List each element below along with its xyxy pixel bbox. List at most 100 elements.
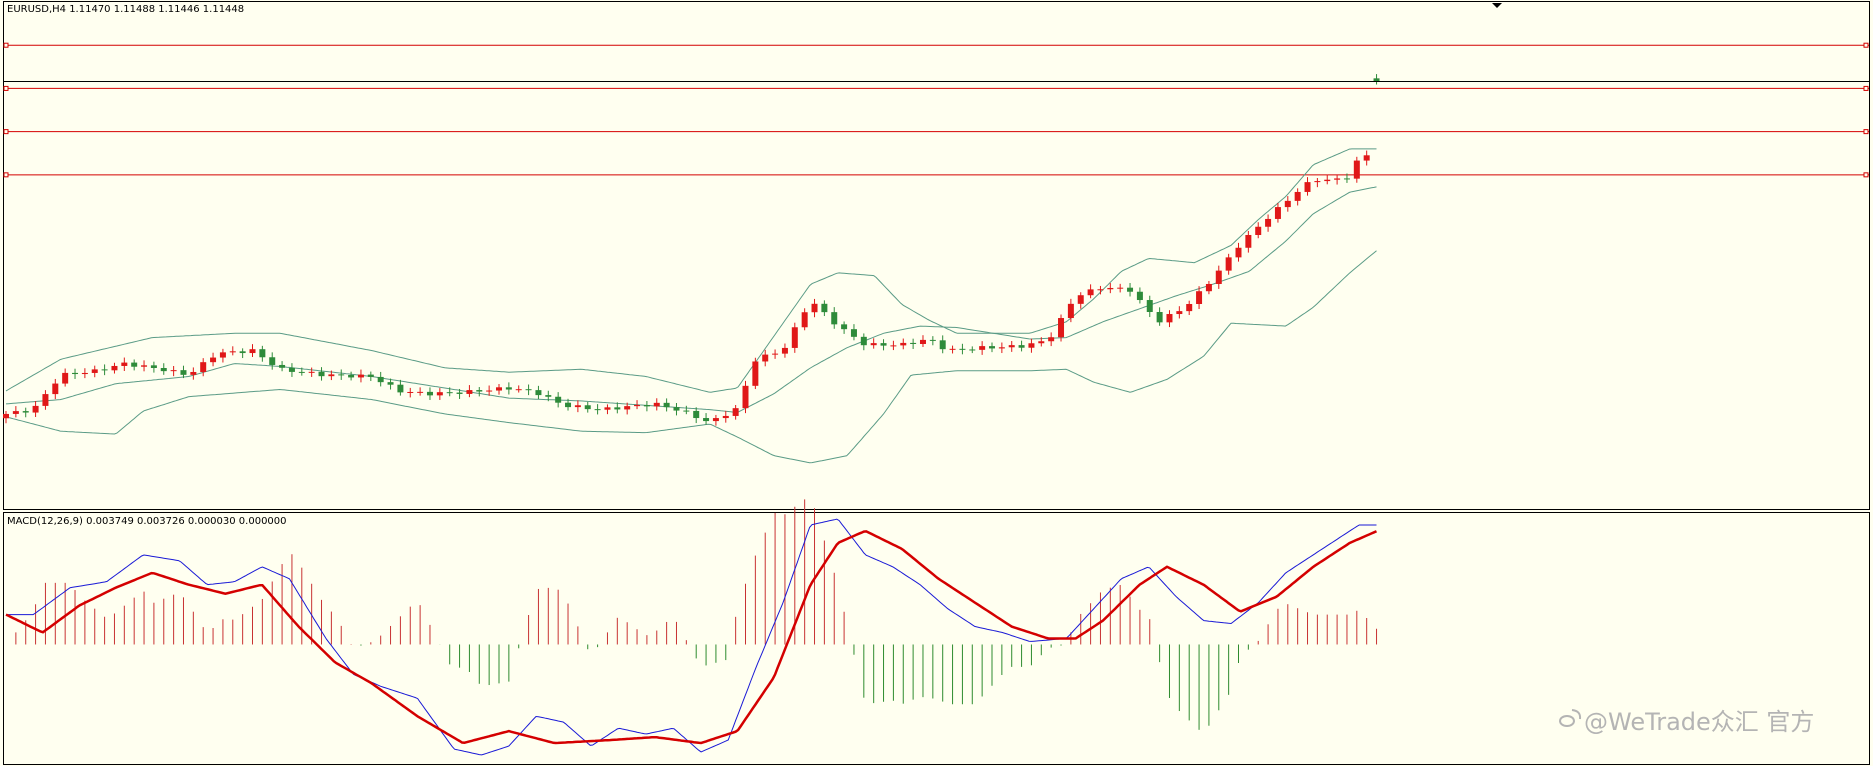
candle-body	[426, 391, 433, 396]
candle	[989, 342, 995, 353]
candle	[1018, 340, 1025, 352]
candle	[712, 414, 719, 426]
level-handle-left-3[interactable]	[3, 129, 9, 135]
candle-body	[1097, 289, 1104, 291]
candle	[683, 405, 690, 415]
candle	[594, 404, 601, 415]
candle	[1215, 265, 1222, 289]
candle	[634, 400, 641, 410]
candle	[703, 413, 710, 425]
candle	[160, 363, 167, 375]
level-handle-right-4[interactable]	[1863, 172, 1869, 178]
candle-body	[643, 404, 650, 407]
candle-body	[397, 384, 404, 393]
candle-body	[131, 362, 138, 367]
candle	[949, 345, 956, 354]
candle	[1235, 242, 1242, 262]
candle	[328, 370, 335, 381]
candle	[1373, 74, 1380, 85]
candle	[860, 333, 867, 351]
candle	[279, 361, 286, 372]
candle-body	[949, 348, 956, 350]
candle-body	[229, 351, 236, 353]
candle-body	[811, 303, 818, 313]
candle-body	[308, 371, 315, 373]
candle	[929, 336, 936, 346]
level-handle-left-1[interactable]	[3, 42, 9, 48]
candle	[781, 343, 788, 358]
candle	[1136, 287, 1143, 304]
watermark-text: @WeTrade众汇 官方	[1584, 708, 1814, 736]
candle	[91, 365, 98, 378]
candle	[870, 338, 877, 349]
candle-body	[693, 410, 700, 419]
candle-body	[663, 402, 670, 408]
price-panel[interactable]: EURUSD,H4 1.11470 1.11488 1.11446 1.1144…	[3, 1, 1870, 510]
candle	[752, 357, 759, 390]
candle	[1028, 338, 1035, 353]
candle-body	[831, 312, 838, 325]
candle	[821, 300, 828, 317]
candle-body	[111, 365, 118, 371]
level-handle-right-2[interactable]	[1863, 85, 1869, 91]
candle-body	[624, 406, 631, 410]
candle	[318, 367, 325, 381]
candle	[466, 385, 473, 398]
candle-body	[762, 354, 769, 362]
level-handle-right-3[interactable]	[1863, 129, 1869, 135]
bollinger-upper-band	[5, 148, 1377, 393]
candle-body	[1107, 287, 1114, 290]
candle	[742, 380, 749, 414]
candle	[1245, 230, 1252, 253]
candle	[219, 348, 226, 363]
candle-body	[1314, 181, 1321, 183]
candle	[1314, 177, 1321, 188]
candle	[486, 385, 493, 396]
candle-body	[141, 365, 148, 367]
candle	[150, 361, 157, 373]
macd-panel[interactable]: MACD(12,26,9) 0.003749 0.003726 0.000030…	[3, 499, 1870, 765]
candle	[1205, 280, 1212, 295]
candle	[1353, 156, 1360, 183]
candle	[1156, 307, 1163, 326]
candle	[643, 400, 650, 412]
candle-body	[496, 387, 502, 391]
level-handle-left-4[interactable]	[3, 172, 9, 178]
candle-body	[219, 352, 226, 358]
candle-body	[1087, 289, 1094, 296]
candle-body	[318, 371, 325, 377]
level-handle-left-2[interactable]	[3, 85, 9, 91]
horizontal-levels[interactable]	[3, 42, 1869, 178]
macd-line	[6, 518, 1377, 756]
candle	[565, 398, 572, 411]
candle-body	[1215, 270, 1222, 284]
candle	[1127, 283, 1134, 297]
candle	[801, 308, 808, 331]
macd-histogram	[15, 499, 1378, 730]
candle	[831, 307, 838, 329]
candle-body	[801, 312, 808, 328]
candle	[141, 360, 148, 372]
candle-body	[1067, 303, 1074, 319]
candle	[3, 411, 9, 424]
price-panel-frame	[3, 1, 1870, 510]
candle	[62, 368, 69, 387]
candle	[900, 338, 907, 350]
candle	[22, 407, 29, 418]
candle-body	[1127, 287, 1134, 292]
candle	[693, 407, 700, 424]
candle-body	[417, 391, 424, 393]
candle-body	[772, 353, 779, 355]
candle-body	[841, 324, 848, 330]
candle	[1048, 332, 1055, 347]
level-handle-right-1[interactable]	[1863, 42, 1869, 48]
candle	[998, 342, 1005, 354]
candle	[180, 365, 187, 379]
candle-body	[446, 392, 453, 394]
chart-shift-marker-icon[interactable]	[1492, 3, 1502, 8]
candle	[377, 371, 384, 387]
candle-body	[210, 357, 217, 363]
candle	[81, 368, 88, 379]
candle	[574, 400, 581, 413]
